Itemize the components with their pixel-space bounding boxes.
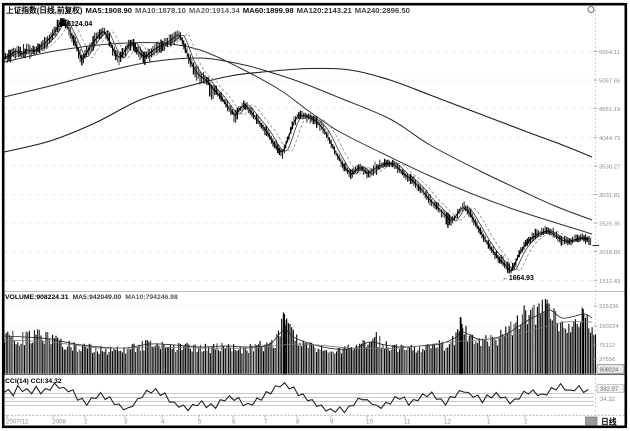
svg-text:37556: 37556 (599, 357, 616, 363)
svg-text:5057.65: 5057.65 (599, 79, 621, 85)
svg-text:6: 6 (232, 419, 236, 426)
svg-text:10: 10 (366, 419, 373, 426)
svg-text:2007/12: 2007/12 (6, 419, 29, 426)
svg-text:382.97: 382.97 (600, 387, 619, 393)
svg-text:CCI(14) CCI:34.32: CCI(14) CCI:34.32 (5, 378, 62, 385)
svg-text:6124.04: 6124.04 (67, 21, 92, 28)
svg-text:3031.81: 3031.81 (599, 193, 620, 199)
svg-text:2525.35: 2525.35 (599, 222, 621, 228)
svg-text:2018.89: 2018.89 (599, 250, 620, 256)
svg-text:2: 2 (524, 419, 528, 426)
svg-text:2008: 2008 (52, 419, 66, 426)
svg-text:←1664.93: ←1664.93 (502, 275, 534, 282)
svg-text:4: 4 (161, 419, 165, 426)
svg-text:7: 7 (264, 419, 268, 426)
svg-text:日线: 日线 (601, 417, 617, 427)
svg-text:2: 2 (84, 419, 88, 426)
svg-text:3538.27: 3538.27 (599, 164, 620, 170)
svg-text:4551.19: 4551.19 (599, 107, 620, 113)
svg-text:8: 8 (296, 419, 300, 426)
svg-text:225336: 225336 (599, 304, 619, 310)
svg-text:1512.43: 1512.43 (599, 279, 621, 285)
svg-text:11: 11 (404, 419, 411, 426)
svg-text:3: 3 (124, 419, 128, 426)
svg-text:908224: 908224 (600, 368, 619, 374)
svg-text:34.32: 34.32 (600, 397, 616, 403)
svg-text:5: 5 (198, 419, 202, 426)
svg-text:150224: 150224 (599, 324, 619, 330)
svg-text:9: 9 (330, 419, 334, 426)
svg-text:5564.11: 5564.11 (599, 50, 620, 56)
svg-text:12: 12 (444, 419, 451, 426)
svg-text:75112: 75112 (599, 343, 615, 349)
svg-text:4044.73: 4044.73 (599, 136, 621, 142)
svg-text:1: 1 (487, 419, 491, 426)
